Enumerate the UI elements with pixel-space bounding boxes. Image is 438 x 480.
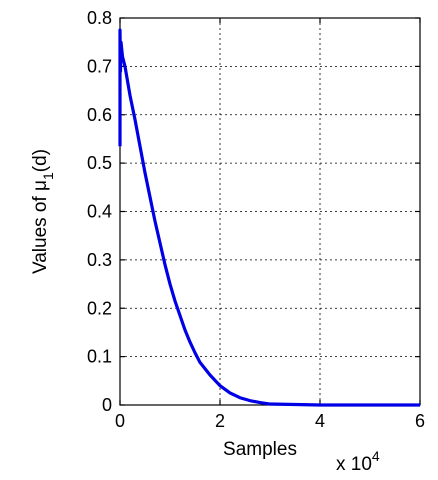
series-layer	[118, 28, 420, 407]
y-axis-label-subscript: 1	[40, 172, 56, 180]
x-tick-label: 0	[115, 411, 125, 431]
series-line	[118, 28, 420, 407]
y-axis-label-prefix: Values of μ	[30, 180, 51, 274]
y-tick-label: 0.8	[87, 8, 112, 28]
y-tick-label: 0.2	[87, 298, 112, 318]
grid	[120, 18, 420, 405]
x-multiplier-base: x 10	[336, 454, 372, 475]
x-multiplier-exponent: 4	[372, 448, 380, 464]
y-tick-label: 0.4	[87, 202, 112, 222]
x-tick-label: 2	[215, 411, 225, 431]
x-multiplier: x 104	[336, 448, 380, 475]
x-axis-label: Samples	[223, 439, 297, 460]
y-tick-label: 0	[102, 395, 112, 415]
y-tick-label: 0.6	[87, 105, 112, 125]
y-axis-label: Values of μ1(d)	[30, 149, 56, 274]
y-tick-label: 0.1	[87, 347, 112, 367]
x-tick-label: 6	[415, 411, 425, 431]
y-tick-label: 0.7	[87, 56, 112, 76]
x-tick-label: 4	[315, 411, 325, 431]
y-tick-label: 0.5	[87, 153, 112, 173]
y-axis-label-suffix: (d)	[30, 149, 51, 172]
y-tick-label: 0.3	[87, 250, 112, 270]
